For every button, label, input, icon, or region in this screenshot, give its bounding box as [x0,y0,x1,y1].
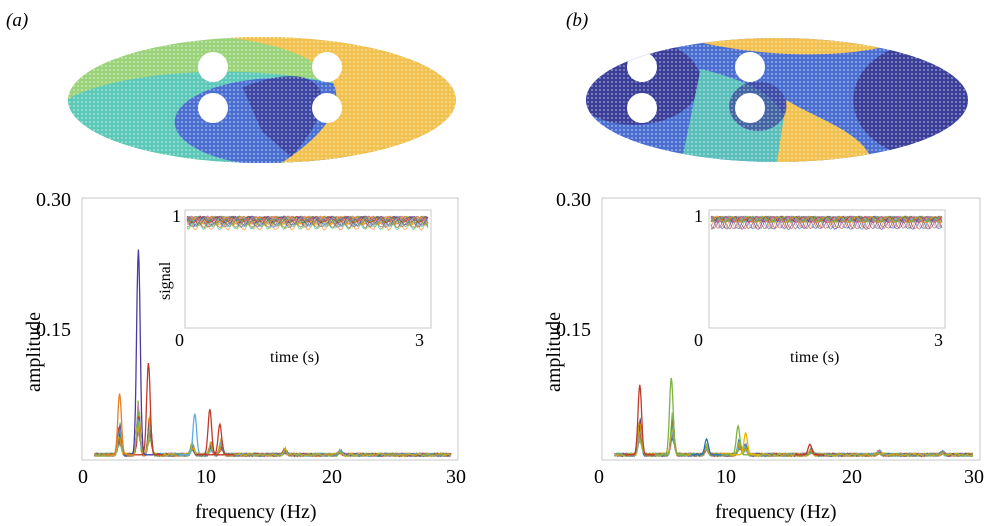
map-hole [627,52,657,82]
dominant-peak-line [104,393,135,456]
map-hole [735,52,765,82]
inset-plot: 1 0 3 time (s) signal [157,206,432,366]
inset-frame [184,209,432,329]
sky-map [586,38,968,162]
signal-trace [710,215,943,224]
map-hole [735,93,765,123]
panel-b: (b) 0.30 0.15 0 10 20 30 frequency (Hz) … [494,0,989,526]
xtick-20: 20 [842,466,862,488]
inset-xtick-0: 0 [175,330,184,350]
map-hole [312,93,342,123]
signal-trace [186,215,429,228]
panel-label: (b) [566,10,589,31]
sky-map [68,37,456,163]
xtick-30: 30 [446,466,466,488]
xtick-20: 20 [322,466,342,488]
xtick-10: 10 [196,466,216,488]
map-hole [627,93,657,123]
ytick-mid: 0.15 [556,319,591,341]
xtick-30: 30 [964,466,984,488]
inset-xtick-0: 0 [694,330,703,350]
inset-frame [708,209,946,329]
map-hole [312,52,342,82]
panel-a: (a) 0.30 0.15 0 10 20 30 frequency (Hz) … [0,0,494,526]
inset-ytick: 1 [172,206,181,226]
dominant-peak-line [730,431,761,456]
inset-xtick-3: 3 [934,330,943,350]
xtick-0: 0 [594,466,604,488]
dominant-peak-line [133,363,164,456]
spectrum-line [94,415,452,458]
ytick-max: 0.30 [36,189,71,211]
dominant-peak-line [723,423,753,456]
figure-a: 0.30 0.15 0 10 20 30 frequency (Hz) ampl… [23,37,466,523]
signal-trace [186,215,429,226]
x-axis-label: frequency (Hz) [715,501,837,523]
ytick-mid: 0.15 [36,319,71,341]
inset-y-label: signal [157,261,174,300]
spectrum-chart: 0.30 0.15 0 10 20 30 frequency (Hz) ampl… [543,189,984,523]
x-axis-label: frequency (Hz) [195,501,317,523]
signal-trace [710,215,943,224]
figure-b: 0.30 0.15 0 10 20 30 frequency (Hz) ampl… [543,38,984,523]
inset-x-label: time (s) [270,349,319,366]
dominant-peak-line [624,384,655,456]
dominant-peak-line [691,437,722,456]
inset-ytick: 1 [694,206,703,226]
dominant-peak-line [204,422,235,456]
signal-trace [710,215,943,224]
inset-xtick-3: 3 [415,330,424,350]
y-axis-label: amplitude [23,312,45,392]
spectrum-line [94,411,452,458]
signal-trace [186,215,429,223]
plot-frame [601,197,981,461]
signal-trace [186,215,429,232]
dominant-peak-line [656,377,687,456]
inset-plot: 1 0 3 time (s) [694,206,946,366]
panel-label: (a) [6,10,29,31]
dominant-peak-line [194,409,225,456]
map-hole [198,93,228,123]
xtick-0: 0 [78,466,88,488]
signal-trace [710,215,943,224]
y-axis-label: amplitude [543,312,565,392]
spectrum-chart: 0.30 0.15 0 10 20 30 frequency (Hz) ampl… [23,189,466,523]
signal-trace [710,215,943,230]
signal-trace [186,215,429,224]
inset-x-label: time (s) [790,349,839,366]
map-hole [198,52,228,82]
dominant-peak-line [794,443,825,456]
signal-trace [186,215,429,228]
plot-frame [81,197,459,461]
ytick-max: 0.30 [556,189,591,211]
xtick-10: 10 [716,466,736,488]
signal-trace [710,215,943,229]
